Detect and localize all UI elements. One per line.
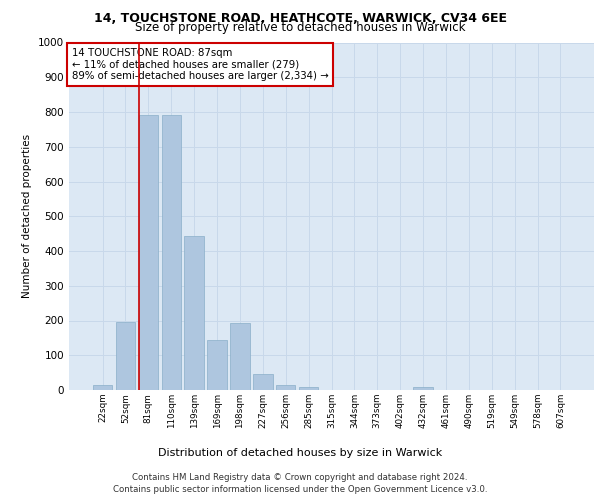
- Text: Contains HM Land Registry data © Crown copyright and database right 2024.
Contai: Contains HM Land Registry data © Crown c…: [113, 473, 487, 494]
- Text: Distribution of detached houses by size in Warwick: Distribution of detached houses by size …: [158, 448, 442, 458]
- Y-axis label: Number of detached properties: Number of detached properties: [22, 134, 32, 298]
- Bar: [276, 386, 295, 390]
- Bar: [299, 386, 319, 390]
- Bar: [116, 322, 135, 390]
- Text: 14, TOUCHSTONE ROAD, HEATHCOTE, WARWICK, CV34 6EE: 14, TOUCHSTONE ROAD, HEATHCOTE, WARWICK,…: [94, 12, 506, 24]
- Bar: [253, 374, 272, 390]
- Bar: [184, 236, 204, 390]
- Bar: [161, 116, 181, 390]
- Text: 14 TOUCHSTONE ROAD: 87sqm
← 11% of detached houses are smaller (279)
89% of semi: 14 TOUCHSTONE ROAD: 87sqm ← 11% of detac…: [71, 48, 328, 81]
- Bar: [230, 323, 250, 390]
- Bar: [139, 116, 158, 390]
- Bar: [208, 340, 227, 390]
- Bar: [93, 386, 112, 390]
- Bar: [413, 386, 433, 390]
- Text: Size of property relative to detached houses in Warwick: Size of property relative to detached ho…: [135, 22, 465, 35]
